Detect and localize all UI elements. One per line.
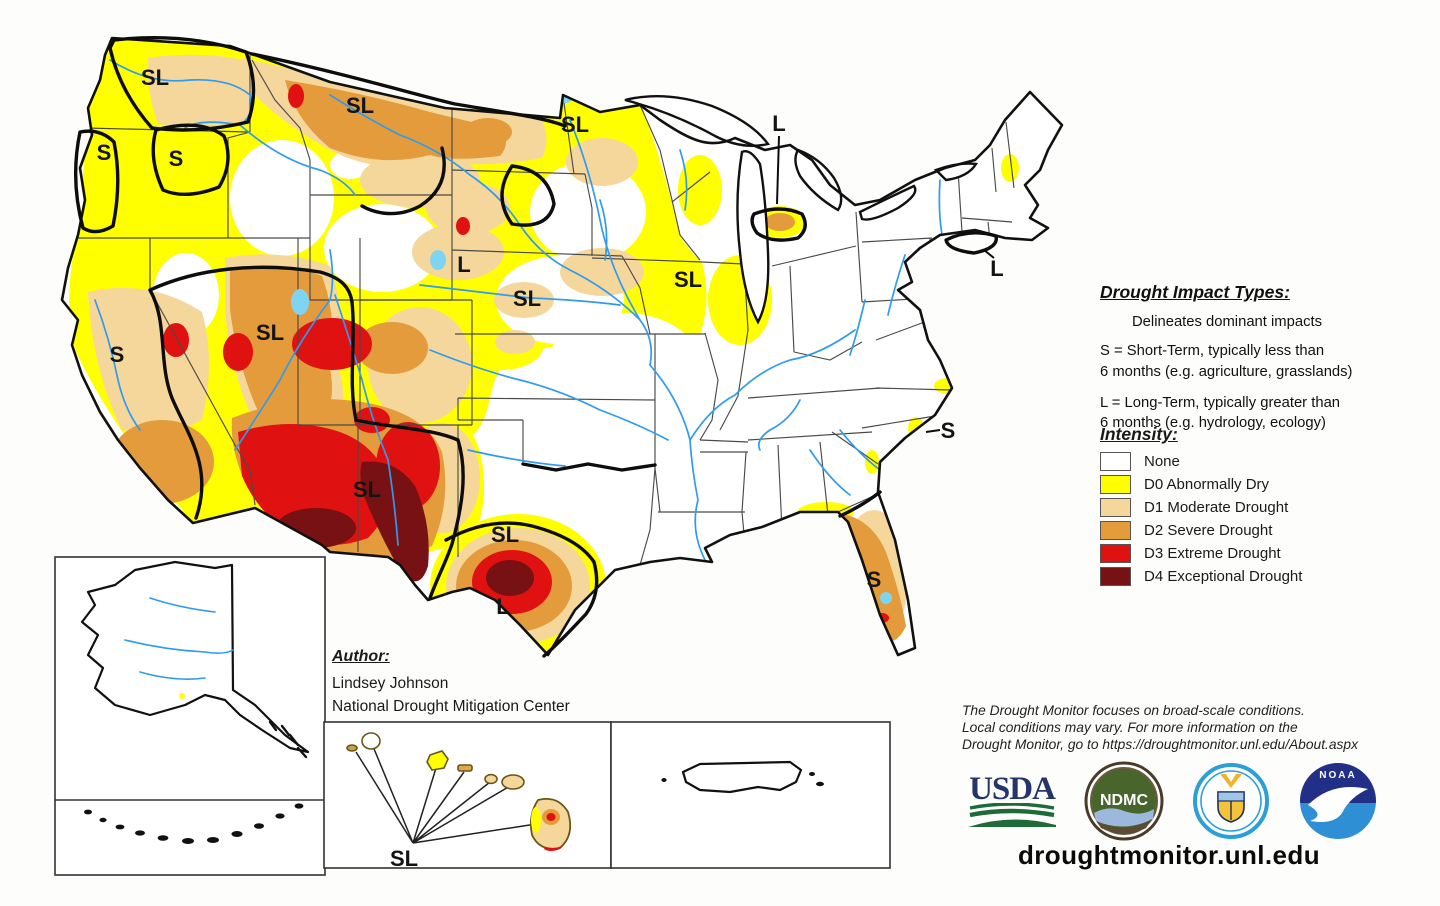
- hawaii-inset: SL: [323, 721, 612, 871]
- legend-swatch-none: [1100, 452, 1131, 471]
- alaska-inset: [54, 556, 326, 876]
- alaska-panhandle-islands: [268, 720, 308, 759]
- map-impact-label: S: [169, 146, 184, 171]
- short-term-line2: 6 months (e.g. agriculture, grasslands): [1100, 363, 1353, 380]
- intensity-legend: Intensity: None D0 Abnormally Dry D1 Mod…: [1100, 424, 1380, 590]
- drought-d4-regions: [276, 461, 534, 596]
- map-impact-label: SL: [346, 93, 374, 118]
- great-lakes: [624, 94, 979, 325]
- author-org: National Drought Mitigation Center: [332, 698, 570, 716]
- legend-label: D2 Severe Drought: [1144, 522, 1273, 539]
- legend-swatch-d4: [1100, 567, 1131, 586]
- disclaimer-line3: Drought Monitor, go to https://droughtmo…: [962, 736, 1359, 752]
- author-title: Author:: [332, 648, 390, 665]
- map-impact-label: SL: [674, 267, 702, 292]
- map-impact-label: L: [990, 256, 1003, 281]
- unl-gold-v: [1220, 774, 1242, 788]
- map-impact-label: S: [97, 140, 112, 165]
- intensity-title: Intensity:: [1100, 424, 1178, 444]
- legend-swatch-d3: [1100, 544, 1131, 563]
- long-term-line1: L = Long-Term, typically greater than: [1100, 394, 1341, 411]
- map-impact-label: SL: [390, 846, 418, 871]
- puerto-rico-outline: [681, 760, 803, 794]
- long-term-definition: L = Long-Term, typically greater than 6 …: [1100, 393, 1380, 434]
- hawaii-big-island: [529, 797, 572, 851]
- noaa-wordmark: NOAA: [1319, 770, 1356, 781]
- map-impact-labels: SL S S SL SL L L SL SL L SL S S SL SL L …: [97, 65, 1004, 619]
- map-impact-label: L: [496, 594, 509, 619]
- impact-types-subtitle: Delineates dominant impacts: [1132, 313, 1322, 330]
- short-term-line1: S = Short-Term, typically less than: [1100, 343, 1325, 360]
- alaska-rivers: [124, 597, 234, 680]
- author-block: Author: Lindsey Johnson National Drought…: [332, 645, 570, 719]
- legend-label: D3 Extreme Drought: [1144, 545, 1281, 562]
- conus-outline: [60, 36, 1064, 657]
- legend-row-d4: D4 Exceptional Drought: [1100, 567, 1380, 586]
- map-impact-label: L: [457, 252, 470, 277]
- map-impact-label: SL: [491, 522, 519, 547]
- map-impact-label: S: [867, 567, 882, 592]
- disclaimer-line2: Local conditions may vary. For more info…: [962, 719, 1298, 735]
- map-impact-label: L: [772, 111, 785, 136]
- map-impact-label: SL: [141, 65, 169, 90]
- noaa-logo: NOAA: [1300, 763, 1376, 839]
- map-impact-label: SL: [513, 286, 541, 311]
- legend-row-none: None: [1100, 452, 1380, 471]
- author-name: Lindsey Johnson: [332, 675, 449, 692]
- ndmc-wordmark: NDMC: [1100, 792, 1148, 809]
- legend-row-d3: D3 Extreme Drought: [1100, 544, 1380, 563]
- impact-types-title: Drought Impact Types:: [1100, 282, 1290, 302]
- alaska-outline: [80, 560, 310, 754]
- hawaii-pointer-lines: [355, 743, 537, 844]
- usda-stripes-icon: [968, 803, 1056, 828]
- droughtmonitor-url: droughtmonitor.unl.edu: [1018, 840, 1320, 870]
- legend-swatch-d1: [1100, 498, 1131, 517]
- impact-region-outlines: [73, 36, 999, 658]
- unl-logo: [1193, 763, 1269, 839]
- lake-erie: [858, 184, 917, 221]
- legend-row-d0: D0 Abnormally Dry: [1100, 475, 1380, 494]
- rivers: [94, 59, 943, 561]
- map-impact-label: SL: [353, 477, 381, 502]
- disclaimer-line1: The Drought Monitor focuses on broad-sca…: [962, 703, 1305, 718]
- legend-row-d1: D1 Moderate Drought: [1100, 498, 1380, 517]
- lake-superior: [624, 94, 771, 147]
- usda-logo: USDA: [968, 770, 1056, 828]
- ndmc-logo: NDMC: [1084, 761, 1164, 841]
- small-lakes: [291, 93, 892, 604]
- long-term-line2: 6 months (e.g. hydrology, ecology): [1100, 415, 1326, 432]
- legend-label: D0 Abnormally Dry: [1144, 476, 1270, 493]
- hawaii-islands: [346, 732, 525, 790]
- noaa-bird: [1308, 787, 1368, 822]
- legend-label: D4 Exceptional Drought: [1144, 568, 1303, 585]
- puerto-rico-inset: [610, 721, 891, 869]
- disclaimer: The Drought Monitor focuses on broad-sca…: [962, 703, 1402, 753]
- conus-map: SL S S SL SL L L SL SL L SL S S SL SL L …: [60, 36, 1064, 658]
- short-term-definition: S = Short-Term, typically less than 6 mo…: [1100, 341, 1380, 382]
- map-impact-label: SL: [561, 112, 589, 137]
- lake-michigan: [736, 150, 770, 325]
- logo-row: USDA NDMC NOAA: [968, 758, 1378, 844]
- aleutian-islands: [84, 803, 304, 844]
- map-impact-label: S: [941, 418, 956, 443]
- legend-swatch-d0: [1100, 475, 1131, 494]
- lake-huron: [794, 148, 843, 212]
- usda-wordmark: USDA: [969, 770, 1056, 807]
- legend-swatch-d2: [1100, 521, 1131, 540]
- legend-label: D1 Moderate Drought: [1144, 499, 1289, 516]
- map-impact-label: S: [110, 342, 125, 367]
- impact-pointer-lines: [776, 135, 995, 433]
- impact-types-panel: Drought Impact Types: Delineates dominan…: [1100, 280, 1380, 444]
- map-impact-label: SL: [256, 320, 284, 345]
- alaska-d0-spot: [179, 693, 185, 699]
- legend-label: None: [1144, 453, 1180, 470]
- legend-row-d2: D2 Severe Drought: [1100, 521, 1380, 540]
